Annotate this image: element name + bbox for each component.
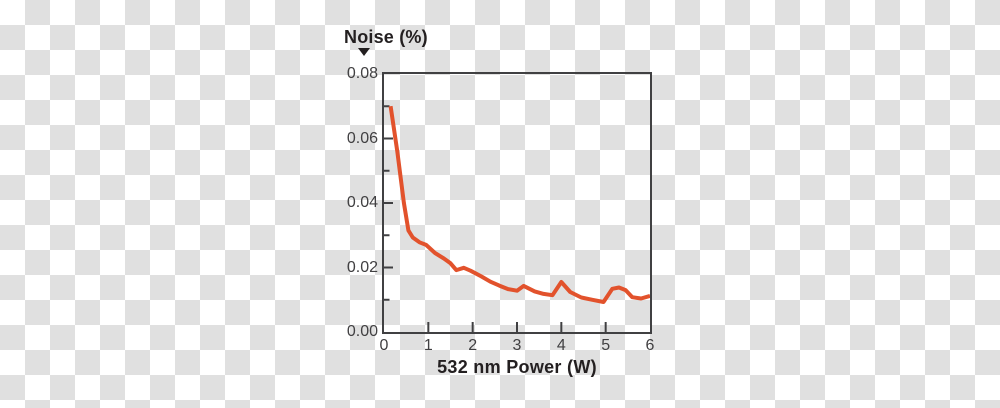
x-tick-label: 3	[512, 337, 522, 354]
x-tick-label: 6	[645, 337, 655, 354]
x-tick-label: 0	[379, 337, 389, 354]
y-axis-heading: Noise (%)	[344, 27, 428, 47]
x-tick-label: 2	[468, 337, 478, 354]
x-tick-label: 5	[601, 337, 611, 354]
noise-curve	[388, 105, 650, 304]
noise-curve-plot	[384, 105, 650, 332]
x-tick-label: 1	[423, 337, 433, 354]
x-tick-label: 4	[556, 337, 566, 354]
y-tick-label: 0.04	[346, 194, 378, 211]
down-arrow-icon	[358, 48, 370, 56]
y-tick-label: 0.06	[346, 129, 378, 147]
x-axis-title: 532 nm Power (W)	[437, 357, 597, 377]
y-tick-label: 0.00	[346, 323, 378, 340]
plot-area	[382, 72, 652, 334]
y-tick-label: 0.08	[346, 65, 378, 82]
y-tick-label: 0.02	[346, 258, 378, 276]
